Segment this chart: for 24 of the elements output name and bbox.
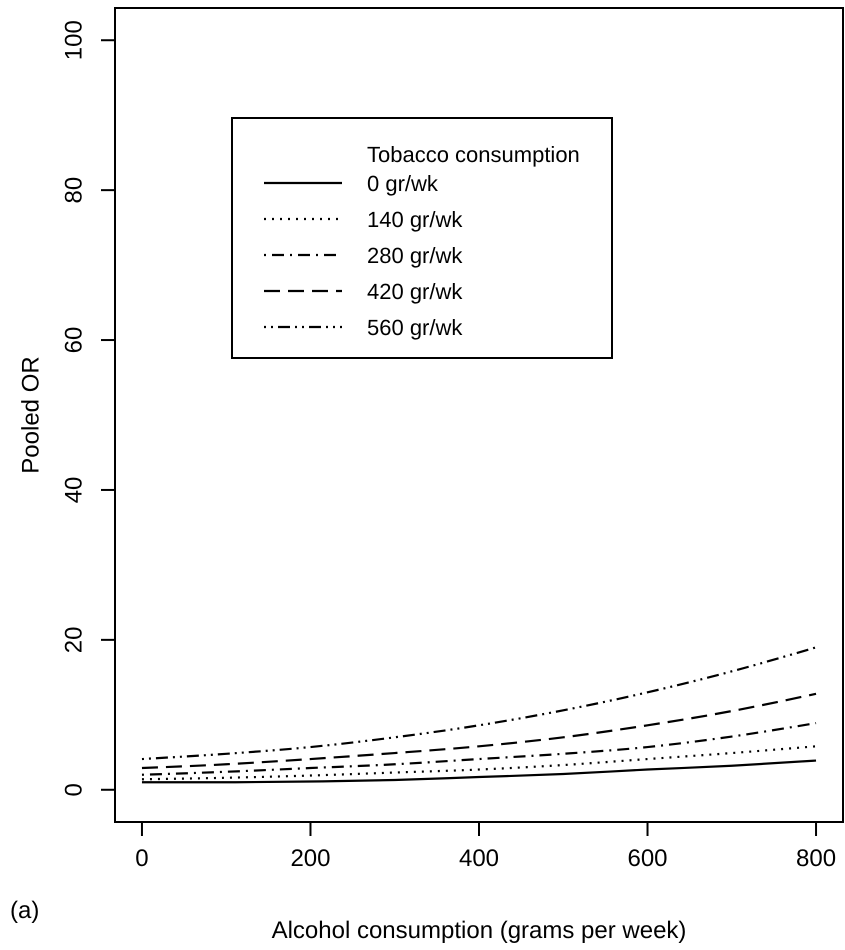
y-tick-label: 0 xyxy=(60,783,88,796)
legend-label: 280 gr/wk xyxy=(367,243,464,268)
x-axis-title: Alcohol consumption (grams per week) xyxy=(272,917,686,944)
line-series xyxy=(140,722,818,776)
y-tick-label: 40 xyxy=(60,476,88,504)
text: (a) xyxy=(10,897,40,924)
legend-label: 560 gr/wk xyxy=(367,315,464,340)
line-series xyxy=(140,646,818,760)
x-tick-label: 400 xyxy=(458,845,500,872)
x-tick-label: 0 xyxy=(135,845,149,872)
y-tick-label: 100 xyxy=(60,20,88,60)
legend-title: Tobacco consumption xyxy=(367,142,580,167)
legend-label: 0 gr/wk xyxy=(367,171,439,196)
legend-label: 140 gr/wk xyxy=(367,207,464,232)
x-tick-label: 800 xyxy=(796,845,836,872)
line-series xyxy=(140,692,818,770)
x-tick-label: 600 xyxy=(627,845,668,872)
line-series xyxy=(140,745,818,780)
y-tick-label: 20 xyxy=(60,626,88,654)
x-tick-label: 200 xyxy=(290,845,331,872)
y-axis-title: Pooled OR xyxy=(17,356,44,474)
y-tick-label: 80 xyxy=(60,176,88,204)
y-tick-label: 60 xyxy=(60,326,88,354)
legend-label: 420 gr/wk xyxy=(367,279,464,304)
